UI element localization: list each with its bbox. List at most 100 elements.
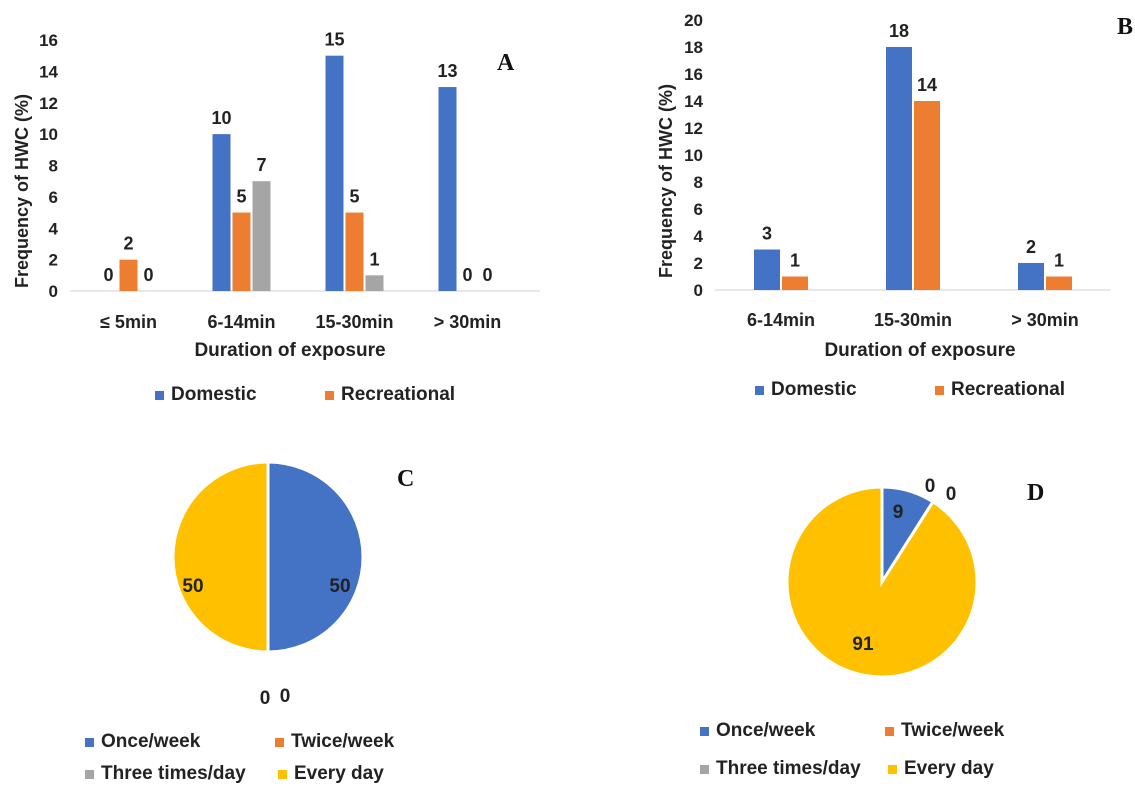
pie-label-d-0: 9 [893,502,904,523]
legend-swatch-twice-week-d [885,726,894,736]
bar-b-0-1 [886,47,912,290]
legend-label-domestic-a: Domestic [171,384,257,405]
y-tick-label-b-10: 20 [684,11,703,30]
legend-swatch-every-day-c [278,769,287,779]
legend-item-three-times-day-d: Three times/day [700,758,861,780]
legend-label-twice-week-c: Twice/week [291,731,395,752]
bar-b-1-1 [914,101,940,290]
y-tick-label-b-2: 4 [694,227,704,246]
y-tick-label-b-7: 14 [684,92,703,111]
bar-a-1-1 [232,212,251,291]
legend-item-every-day-d: Every day [888,758,994,780]
data-label-a-0-3: 13 [437,61,457,81]
y-tick-label-a-8: 16 [39,31,58,50]
y-tick-label-a-0: 0 [49,282,58,301]
legend-label-recreational-a: Recreational [341,384,456,405]
y-tick-label-b-3: 6 [694,200,703,219]
bar-a-0-1 [212,134,231,291]
legend-swatch-every-day-d [888,764,897,774]
y-tick-label-b-9: 18 [684,38,703,57]
data-label-b-1-1: 14 [917,75,937,95]
pie-label-c-0: 50 [329,576,350,597]
pie-label-c-2: 0 [280,686,291,707]
legend-item-once-week-d: Once/week [700,720,815,742]
data-label-b-1-2: 1 [1054,251,1064,271]
bar-a-1-2 [345,212,364,291]
pie-slice-c-0 [266,460,365,654]
pie-chart-d-plot: 90 091 [785,476,979,679]
legend-swatch-three-times-day-d [700,764,709,774]
legend-item-domestic-b: Domestic [755,379,857,401]
legend-label-every-day-d: Every day [904,758,994,779]
pie-label-c-1: 0 [260,688,271,709]
y-tick-label-b-5: 10 [684,146,703,165]
y-tick-label-b-1: 2 [694,254,703,273]
legend-item-recreational-a: Recreational [325,384,455,406]
data-label-a-2-2: 1 [369,249,379,269]
data-label-a-1-2: 5 [349,187,359,207]
x-tick-label-a-2: 15-30min [315,312,393,332]
x-axis-label-b: Duration of exposure [824,340,1016,361]
panel-letter-b: B [1117,14,1134,40]
legend-item-every-day-c: Every day [278,763,384,785]
bar-a-0-2 [325,55,344,291]
legend-label-once-week-c: Once/week [101,731,201,752]
legend-label-every-day-c: Every day [294,763,384,784]
y-tick-label-b-6: 12 [684,119,703,138]
x-tick-label-a-1: 6-14min [207,312,275,332]
y-tick-label-a-1: 2 [49,251,58,270]
legend-item-twice-week-d: Twice/week [885,720,1004,742]
data-label-a-1-3: 0 [462,265,472,285]
panel-letter-c: C [397,466,415,492]
legend-item-twice-week-c: Twice/week [275,731,394,753]
data-label-b-0-0: 3 [762,224,772,244]
y-tick-label-a-7: 14 [39,62,58,81]
legend-item-recreational-b: Recreational [935,379,1065,401]
bar-chart-b: 0 2 4 6 8 10 12 14 16 18 20 3 1 6-14min 18 14 15-30min 2 1… [580,0,1135,420]
pie-slice-d-3 [785,485,979,679]
legend-label-once-week-d: Once/week [716,720,816,741]
bar-b-1-0 [782,276,808,290]
legend-swatch-domestic-b [755,385,764,395]
x-tick-label-b-1: 15-30min [874,310,952,330]
legend-swatch-recreational-a [325,390,334,400]
x-axis-label-a: Duration of exposure [194,340,386,361]
panel-letter-a: A [497,50,515,76]
legend-swatch-once-week-d [700,726,709,736]
pie-chart-c: 50 0 0 50 C Once/week Twice/week Three time… [0,420,560,787]
data-label-a-2-3: 0 [482,265,492,285]
data-label-b-0-1: 18 [889,21,909,41]
y-tick-label-b-4: 8 [694,173,703,192]
data-label-a-2-1: 7 [256,155,266,175]
data-label-a-0-2: 15 [324,30,344,50]
y-tick-label-a-3: 6 [49,188,58,207]
legend-label-three-times-day-d: Three times/day [716,758,861,779]
pie-label-d-1: 0 [925,476,936,497]
y-tick-label-b-8: 16 [684,65,703,84]
data-label-b-1-0: 1 [790,251,800,271]
y-axis-label-b: Frequency of HWC (%) [656,83,676,278]
legend-label-three-times-day-c: Three times/day [101,763,246,784]
data-label-a-0-1: 10 [211,108,231,128]
legend-swatch-once-week-c [85,737,94,747]
pie-label-d-2: 0 [946,484,957,505]
legend-swatch-domestic-a [155,390,164,400]
legend-label-recreational-b: Recreational [951,379,1066,400]
pie-label-d-3: 91 [852,634,874,655]
x-tick-label-b-2: > 30min [1011,310,1079,330]
bar-chart-a: 0 2 4 6 8 10 12 14 16 0 2 0 ≤ 5min 10 5 7 6-14min 15 5 1 15-… [0,0,560,420]
pie-chart-d: 9 0 0 91 D Once/week Twice/week Three times… [580,420,1135,787]
legend-label-twice-week-d: Twice/week [901,720,1005,741]
legend-label-domestic-b: Domestic [771,379,857,400]
y-tick-label-a-5: 10 [39,125,58,144]
bar-b-0-2 [1018,263,1044,290]
bar-a-1-0 [119,259,138,291]
x-tick-label-b-0: 6-14min [747,310,815,330]
x-tick-label-a-3: > 30min [434,312,502,332]
bar-b-0-0 [754,249,780,290]
bar-a-0-3 [438,87,457,291]
y-tick-label-a-2: 4 [49,219,59,238]
legend-item-three-times-day-c: Three times/day [85,763,246,785]
legend-swatch-recreational-b [935,385,944,395]
